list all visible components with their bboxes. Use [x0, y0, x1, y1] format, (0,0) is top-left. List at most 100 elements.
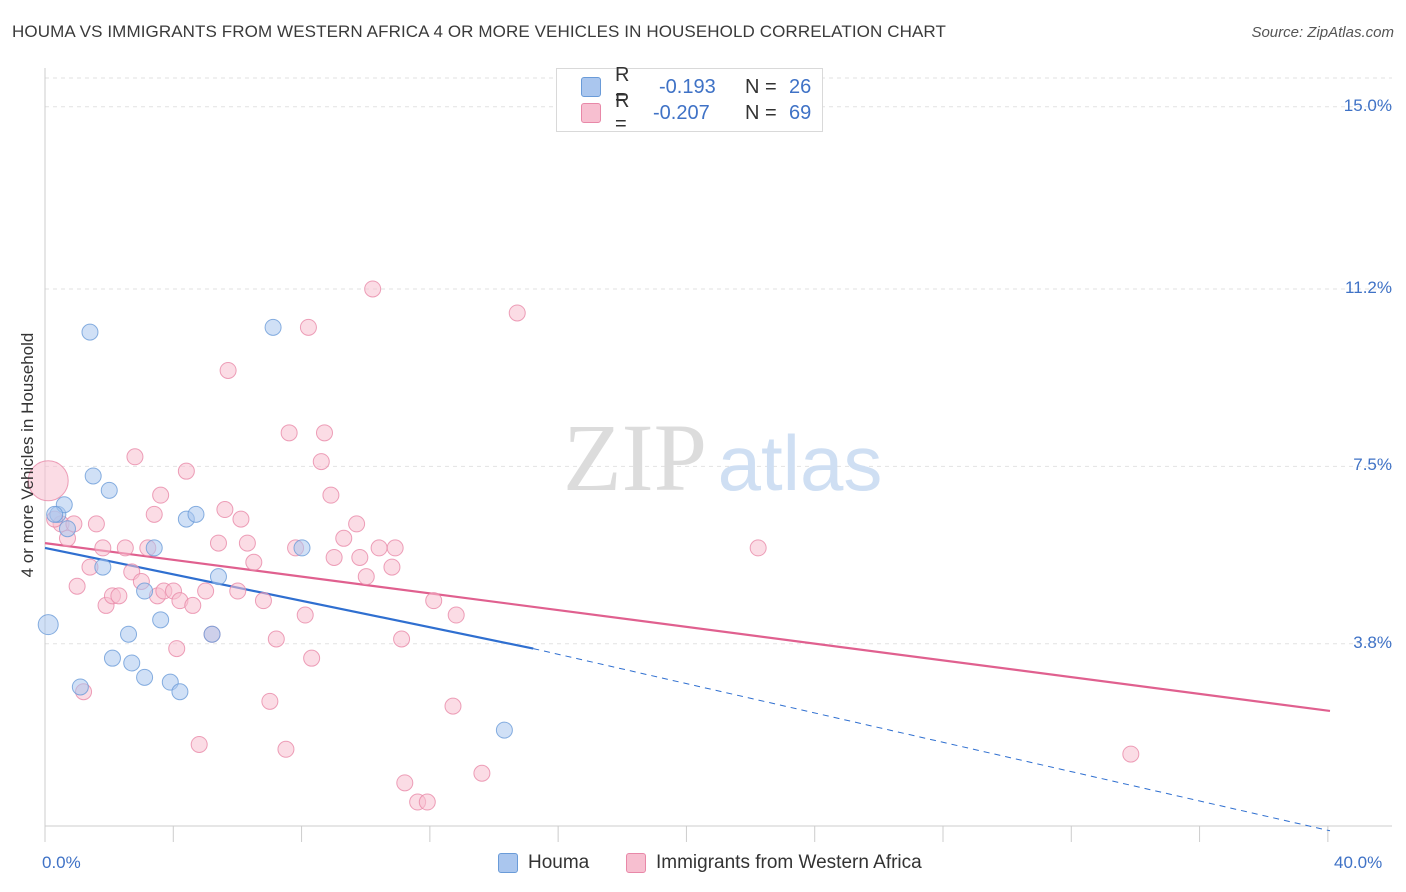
chart-title: HOUMA VS IMMIGRANTS FROM WESTERN AFRICA … [12, 22, 946, 41]
immigrants-point [325, 548, 343, 566]
immigrants-point [145, 505, 163, 523]
immigrants-point [383, 558, 401, 576]
immigrants-point [370, 539, 388, 557]
n-value: 26 [789, 75, 812, 98]
houma-point [203, 625, 221, 643]
immigrants-point [418, 793, 436, 811]
r-label: R = [615, 64, 630, 109]
watermark-zip: ZIP [563, 404, 707, 511]
houma-point [136, 582, 154, 600]
legend-label: Houma [528, 852, 590, 873]
houma-point [81, 323, 99, 341]
r-value: -0.207 [653, 101, 710, 124]
legend-item-houma: Houma [498, 852, 589, 874]
houma-point [103, 649, 121, 667]
y-tick-label: 7.5% [1353, 455, 1392, 475]
y-tick-label: 3.8% [1353, 632, 1392, 652]
immigrants-point [364, 280, 382, 298]
immigrants-point [126, 448, 144, 466]
immigrants-legend-swatch [626, 853, 646, 873]
trend-lines [44, 542, 1331, 832]
y-tick-label: 15.0% [1343, 95, 1392, 115]
immigrants-point [94, 539, 112, 557]
x-tick-label-max: 40.0% [1334, 853, 1383, 872]
immigrants-point [27, 460, 69, 502]
immigrants-point [473, 764, 491, 782]
houma-point [495, 721, 513, 739]
immigrants-point [238, 534, 256, 552]
stats-row-houma: R = -0.193 N = 26 [581, 64, 812, 109]
houma-point [94, 558, 112, 576]
immigrants-point [110, 587, 128, 605]
houma-point [71, 678, 89, 696]
immigrants-point [396, 774, 414, 792]
immigrants-point [322, 486, 340, 504]
immigrants-point [261, 692, 279, 710]
y-axis-label: 4 or more Vehicles in Household [18, 332, 37, 578]
houma-swatch [581, 77, 601, 97]
series-legend: Houma Immigrants from Western Africa [0, 852, 1406, 876]
immigrants-point [245, 553, 263, 571]
houma-point [136, 668, 154, 686]
r-value: -0.193 [659, 75, 716, 98]
immigrants-point [216, 501, 234, 519]
immigrants-point [232, 510, 250, 528]
immigrants-point [254, 592, 272, 610]
immigrants-point [168, 640, 186, 658]
houma-point [152, 611, 170, 629]
houma-point [58, 520, 76, 538]
immigrants-point [348, 515, 366, 533]
y-tick-label: 11.2% [1345, 277, 1392, 297]
houma-point [46, 505, 64, 523]
immigrants-point [508, 304, 526, 322]
immigrants-point [68, 577, 86, 595]
houma-point [209, 568, 227, 586]
immigrants-point [393, 630, 411, 648]
x-tick-label-min: 0.0% [42, 853, 81, 872]
immigrants-point [357, 568, 375, 586]
watermark-atlas: atlas [718, 419, 883, 507]
r-label: R = [615, 90, 630, 135]
immigrants-point [267, 630, 285, 648]
immigrants-point [351, 548, 369, 566]
houma-point [100, 481, 118, 499]
immigrants-point [280, 424, 298, 442]
axes [44, 68, 1392, 842]
immigrants-point [177, 462, 195, 480]
immigrants-point [229, 582, 247, 600]
immigrants-point [296, 606, 314, 624]
houma-trend-extension [533, 648, 1331, 832]
houma-point [264, 318, 282, 336]
houma-point [84, 467, 102, 485]
immigrants-point [209, 534, 227, 552]
immigrants-point [749, 539, 767, 557]
immigrants-point [219, 361, 237, 379]
immigrants-point [152, 486, 170, 504]
source-label: Source: ZipAtlas.com [1251, 24, 1394, 41]
houma-legend-swatch [498, 853, 518, 873]
immigrants-point [116, 539, 134, 557]
data-points [27, 280, 1140, 811]
n-label: N = [745, 101, 777, 124]
immigrants-point [299, 318, 317, 336]
houma-point [37, 614, 59, 636]
stats-legend: R = -0.193 N = 26 R = -0.207 N = 69 [556, 64, 823, 135]
immigrants-point [425, 592, 443, 610]
legend-item-immigrants: Immigrants from Western Africa [626, 852, 922, 874]
n-value: 69 [789, 101, 812, 124]
immigrants-point [447, 606, 465, 624]
stats-row-immigrants: R = -0.207 N = 69 [581, 90, 812, 135]
houma-point [293, 539, 311, 557]
houma-trend-line [44, 546, 534, 650]
immigrants-point [87, 515, 105, 533]
houma-point [187, 505, 205, 523]
immigrants-point [197, 582, 215, 600]
immigrants-point [315, 424, 333, 442]
houma-point [171, 683, 189, 701]
houma-point [123, 654, 141, 672]
immigrants-point [277, 740, 295, 758]
houma-point [145, 539, 163, 557]
immigrants-point [190, 735, 208, 753]
immigrants-point [335, 529, 353, 547]
n-label: N = [745, 75, 777, 98]
